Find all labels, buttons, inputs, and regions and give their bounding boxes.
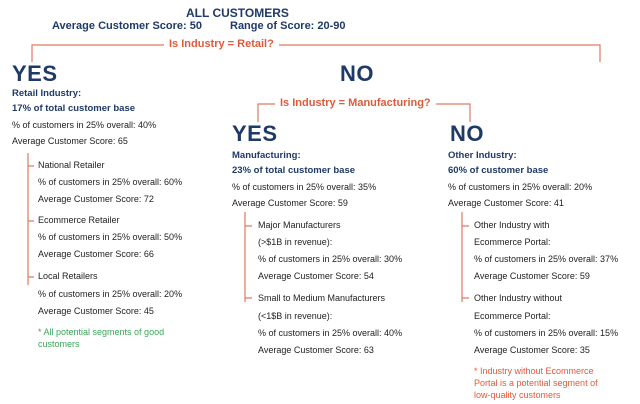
segment-local-retailers-pct: % of customers in 25% overall: 20%: [38, 289, 183, 299]
segment-local-retailers-name: Local Retailers: [38, 271, 98, 281]
segment-small-medium-manufacturers-revenue: (<1$B in revenue):: [258, 311, 333, 321]
manufacturing-avg-score: Average Customer Score: 59: [232, 198, 348, 208]
other-pct-overall: % of customers in 25% overall: 20%: [448, 182, 593, 192]
manufacturing-share: 23% of total customer base: [232, 165, 356, 176]
retail-note-line1: * All potential segments of good: [38, 327, 165, 337]
segment-small-medium-manufacturers-score: Average Customer Score: 63: [258, 345, 374, 355]
yes-label-manufacturing: YES: [232, 121, 278, 146]
segment-other-with-portal-name2: Ecommerce Portal:: [474, 237, 551, 247]
segment-national-retailer-score: Average Customer Score: 72: [38, 194, 154, 204]
retail-title: Retail Industry:: [12, 88, 82, 99]
other-avg-score: Average Customer Score: 41: [448, 198, 564, 208]
segment-major-manufacturers-pct: % of customers in 25% overall: 30%: [258, 254, 403, 264]
segment-small-medium-manufacturers-pct: % of customers in 25% overall: 40%: [258, 328, 403, 338]
segment-major-manufacturers-revenue: (>$1B in revenue):: [258, 237, 333, 247]
segment-national-retailer-pct: % of customers in 25% overall: 60%: [38, 177, 183, 187]
other-note-line1: * Industry without Ecommerce: [474, 366, 594, 376]
segment-national-retailer-name: National Retailer: [38, 160, 105, 170]
question-manufacturing: Is Industry = Manufacturing?: [275, 97, 436, 109]
segment-major-manufacturers-score: Average Customer Score: 54: [258, 271, 374, 281]
segment-ecommerce-retailer-name: Ecommerce Retailer: [38, 215, 120, 225]
other-title: Other Industry:: [448, 150, 517, 161]
retail-note-line2: customers: [38, 339, 80, 349]
segment-small-medium-manufacturers-name: Small to Medium Manufacturers: [258, 293, 386, 303]
other-note-line3: low-quality customers: [474, 390, 561, 400]
segment-major-manufacturers-name: Major Manufacturers: [258, 220, 341, 230]
segment-other-without-portal-name: Other Industry without: [474, 293, 563, 303]
range-score-header: Range of Score: 20-90: [230, 20, 346, 32]
retail-share: 17% of total customer base: [12, 103, 136, 114]
segment-other-without-portal-name2: Ecommerce Portal:: [474, 311, 551, 321]
average-score-header: Average Customer Score: 50: [52, 20, 202, 32]
manufacturing-title: Manufacturing:: [232, 150, 301, 161]
diagram-title: ALL CUSTOMERS: [186, 6, 289, 20]
manufacturing-pct-overall: % of customers in 25% overall: 35%: [232, 182, 377, 192]
segment-local-retailers-score: Average Customer Score: 45: [38, 306, 154, 316]
segment-other-without-portal-score: Average Customer Score: 35: [474, 345, 590, 355]
segment-other-with-portal-score: Average Customer Score: 59: [474, 271, 590, 281]
segment-ecommerce-retailer-score: Average Customer Score: 66: [38, 249, 154, 259]
segment-other-with-portal-pct: % of customers in 25% overall: 37%: [474, 254, 619, 264]
segment-ecommerce-retailer-pct: % of customers in 25% overall: 50%: [38, 232, 183, 242]
other-share: 60% of customer base: [448, 165, 549, 176]
retail-pct-overall: % of customers in 25% overall: 40%: [12, 120, 157, 130]
retail-avg-score: Average Customer Score: 65: [12, 136, 128, 146]
no-label-retail: NO: [340, 61, 374, 86]
other-note-line2: Portal is a potential segment of: [474, 378, 598, 388]
no-label-manufacturing: NO: [450, 121, 484, 146]
yes-label-retail: YES: [12, 61, 58, 86]
segment-other-with-portal-name: Other Industry with: [474, 220, 550, 230]
segment-other-without-portal-pct: % of customers in 25% overall: 15%: [474, 328, 619, 338]
question-retail: Is Industry = Retail?: [164, 38, 279, 50]
